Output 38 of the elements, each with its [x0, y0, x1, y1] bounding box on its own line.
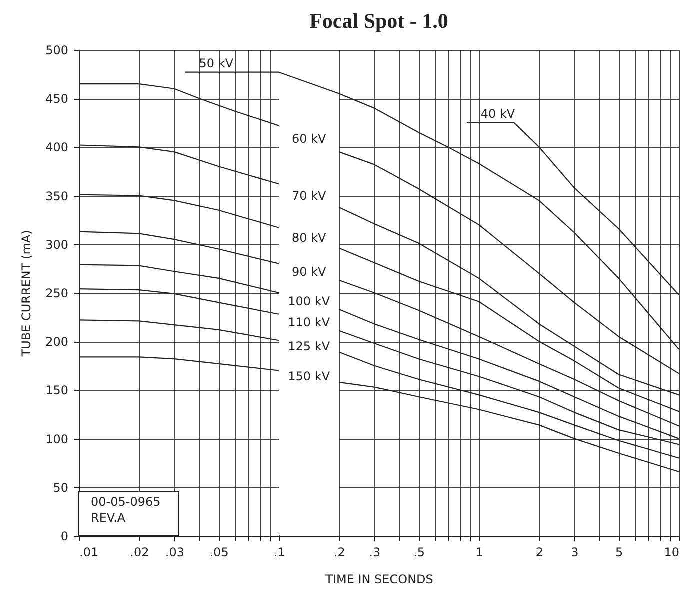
annotation: REV.A	[91, 511, 126, 525]
x-tick-label: 3	[571, 546, 579, 560]
series-label: 80 kV	[292, 231, 328, 246]
x-tick-label: 1	[476, 546, 484, 560]
annotation: 00-05-0965	[91, 495, 161, 509]
y-tick-label: 150	[46, 384, 68, 398]
x-tick-label: .02	[130, 546, 150, 560]
series-label: 110 kV	[288, 316, 331, 330]
y-tick-label: 450	[46, 92, 68, 106]
y-tick-label: 300	[46, 238, 68, 252]
series-label: 70 kV	[292, 188, 328, 203]
x-axis-title: TIME IN SECONDS	[324, 572, 434, 586]
series-label: 150 kV	[288, 370, 331, 384]
series-label: 90 kV	[292, 265, 328, 280]
y-tick-label: 250	[46, 286, 68, 300]
y-tick-label: 400	[46, 140, 68, 155]
x-tick-label: .3	[369, 546, 381, 560]
series-label: 40 kV	[480, 106, 516, 121]
chart-title: Focal Spot - 1.0	[310, 9, 448, 33]
series-label: 125 kV	[288, 339, 331, 354]
y-tick-label: 350	[46, 189, 68, 204]
series-label: 60 kV	[292, 132, 328, 146]
y-tick-label: 100	[46, 432, 68, 446]
y-tick-label: 200	[46, 335, 68, 350]
x-tick-label: .5	[414, 546, 426, 560]
x-tick-label: 5	[615, 546, 624, 560]
y-axis-title: TUBE CURRENT (mA)	[20, 230, 34, 358]
x-tick-label: 10	[664, 546, 680, 560]
x-tick-label: .03	[165, 546, 184, 560]
x-tick-label: .2	[334, 546, 346, 560]
y-tick-label: 50	[53, 480, 68, 495]
x-tick-label: 2	[536, 546, 544, 560]
x-tick-label: .05	[210, 546, 229, 560]
x-tick-label: .1	[274, 546, 286, 560]
y-tick-label: 500	[46, 44, 68, 58]
series-label: 100 kV	[288, 294, 331, 308]
y-tick-label: 0	[60, 530, 68, 544]
x-tick-label: .01	[80, 546, 99, 560]
